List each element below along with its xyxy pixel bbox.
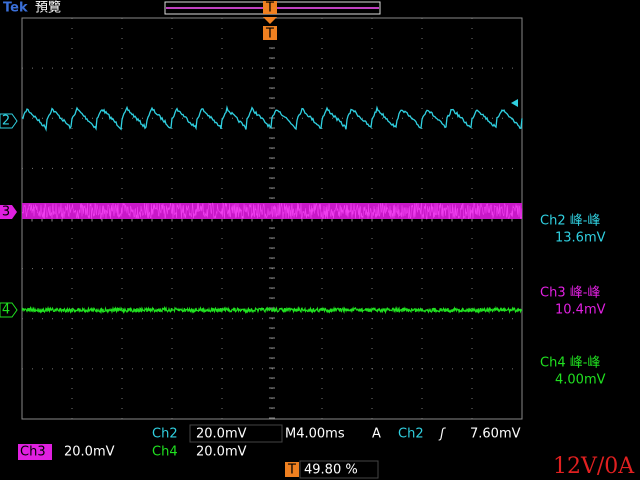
traces	[21, 105, 523, 315]
ch3-scale: 20.0mV	[64, 445, 115, 460]
trigger-arrow	[263, 17, 277, 24]
ch2-marker-label: 2	[2, 114, 10, 129]
trigger-marker-top: T	[265, 1, 274, 16]
trig-slope: ʃ	[438, 427, 446, 442]
trig-level: 7.60mV	[470, 427, 521, 442]
ch3-marker-label: 3	[2, 205, 10, 220]
trig-pos: 49.80 %	[304, 463, 358, 478]
ch3-trace	[21, 202, 523, 221]
timebase: M4.00ms	[285, 427, 345, 442]
ch2-marker	[0, 113, 18, 129]
ch3-name: Ch3	[20, 445, 46, 460]
trig-pos-box	[285, 462, 299, 477]
meas-value: 4.00mV	[555, 373, 606, 388]
ch4-marker-label: 4	[2, 303, 10, 318]
ch4-scale: 20.0mV	[196, 445, 247, 460]
trig-source: Ch2	[398, 427, 424, 442]
meas-value: 10.4mV	[555, 303, 606, 318]
ch4-marker	[0, 302, 18, 318]
acq-mode: A	[372, 427, 381, 442]
meas-label: Ch3 峰-峰	[540, 286, 600, 301]
ch4-name: Ch4	[152, 445, 178, 460]
meas-label: Ch4 峰-峰	[540, 356, 600, 371]
meas-label: Ch2 峰-峰	[540, 214, 600, 229]
note: 12V/0A	[553, 454, 635, 479]
ch2-scale-box	[189, 424, 283, 443]
ch2-name: Ch2	[152, 427, 178, 442]
trigger-pos-box	[263, 1, 277, 14]
trig-pos-marker: T	[287, 463, 296, 478]
ch3-marker	[0, 205, 17, 219]
trigger-box	[263, 26, 277, 40]
trigger-marker: T	[265, 27, 274, 42]
ch2-scale: 20.0mV	[196, 427, 247, 442]
brand: Tek	[3, 1, 28, 16]
trigger-level-arrow	[511, 99, 518, 107]
ch2-trace	[21, 105, 523, 132]
mode: 預覽	[35, 1, 61, 16]
ch3-name-box	[18, 444, 52, 460]
ch4-trace	[21, 305, 522, 315]
trig-pos-frame	[299, 460, 379, 479]
meas-value: 13.6mV	[555, 231, 606, 246]
